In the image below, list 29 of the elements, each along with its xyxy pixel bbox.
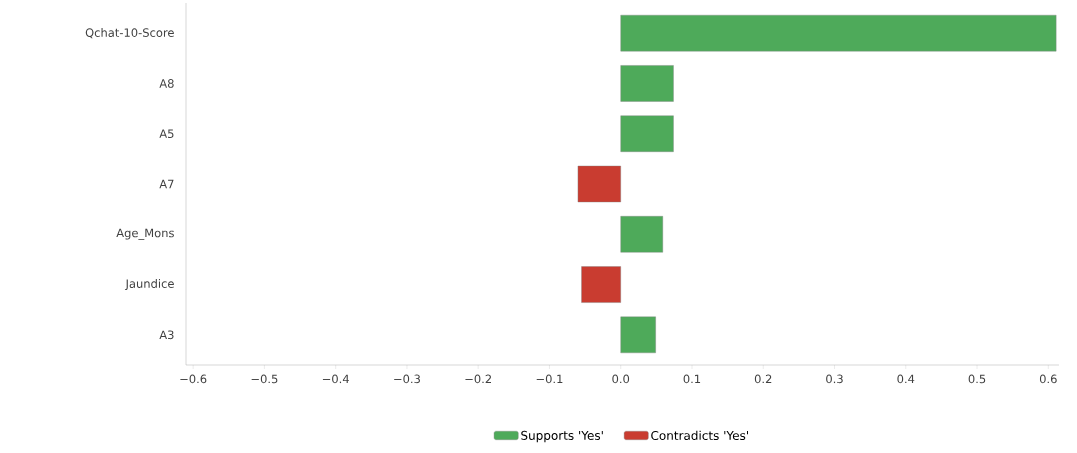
y-tick-label: A7 xyxy=(159,179,174,189)
y-tick-label: A3 xyxy=(159,330,174,340)
x-tick-label: −0.1 xyxy=(536,374,563,384)
x-tick-label: 0.3 xyxy=(826,374,843,384)
x-tick-label: −0.3 xyxy=(394,374,420,384)
legend-label: Contradicts 'Yes' xyxy=(651,430,748,441)
x-tick-label: −0.5 xyxy=(251,374,278,384)
y-tick-label: A5 xyxy=(159,129,174,138)
bar xyxy=(620,316,656,354)
x-tick-label: 0.6 xyxy=(1039,374,1057,384)
bar xyxy=(577,165,621,203)
x-tick-label: 0.0 xyxy=(612,374,630,384)
x-tick-label: −0.6 xyxy=(180,374,207,384)
bar xyxy=(620,14,1057,52)
y-tick-label: Jaundice xyxy=(124,279,174,291)
bar xyxy=(620,65,674,102)
x-tick-label: −0.2 xyxy=(465,374,491,384)
y-tick-label: Qchat-10-Score xyxy=(85,28,174,39)
bar xyxy=(620,115,674,152)
bar xyxy=(620,216,663,253)
x-tick-label: 0.1 xyxy=(683,374,701,384)
legend-label: Supports 'Yes' xyxy=(521,430,603,443)
y-tick-label: Age_Mons xyxy=(116,228,174,240)
bar xyxy=(581,266,621,303)
x-tick-label: 0.4 xyxy=(897,374,915,384)
x-tick-label: 0.2 xyxy=(754,374,772,384)
y-tick-label: A8 xyxy=(159,79,174,88)
x-tick-label: 0.5 xyxy=(968,374,986,384)
x-tick-label: −0.4 xyxy=(322,374,349,384)
